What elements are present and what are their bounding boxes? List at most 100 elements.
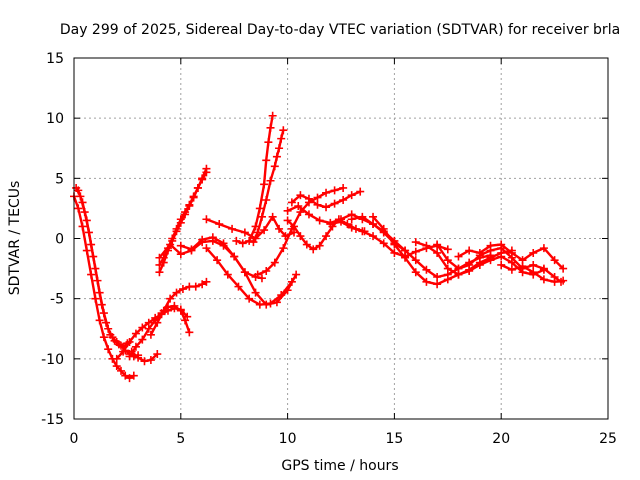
data-point [191,282,200,291]
x-tick-label: 20 [492,431,510,447]
data-point [277,134,286,143]
data-point [322,203,331,212]
data-point [260,226,269,235]
data-point [539,244,548,253]
data-point [213,256,222,265]
data-point [296,191,305,200]
data-point [168,234,177,243]
y-tick-label: 0 [55,232,64,248]
data-point [181,316,190,325]
data-point [411,247,420,256]
data-point [249,238,258,247]
series-line [205,215,296,240]
data-point [529,248,538,257]
data-point [131,342,140,351]
data-point [78,222,87,231]
data-point [315,216,324,225]
series-track-f [146,277,211,339]
data-point [486,241,495,250]
data-point [125,352,134,361]
data-point [454,252,463,261]
data-point [166,294,175,303]
series-track-k [176,233,301,309]
data-point [245,236,254,245]
chart-title: Day 299 of 2025, Sidereal Day-to-day VTE… [60,22,620,38]
data-point [121,371,130,380]
data-point [202,244,211,253]
data-point [268,212,277,221]
data-point [347,223,356,232]
data-point [260,180,269,189]
data-point [283,216,292,225]
data-point [304,194,313,203]
data-point [268,111,277,120]
data-point [170,301,179,310]
data-point [198,280,207,289]
data-point [127,347,136,356]
data-point [240,228,249,237]
series-line [149,280,208,336]
data-point [266,299,275,308]
tick-layer [73,57,609,420]
data-point [91,264,100,273]
series-track-z [497,260,568,286]
data-point [339,195,348,204]
x-tick-label: 10 [279,431,297,447]
data-point [99,333,108,342]
series-line [252,129,285,244]
series-track-q [287,187,365,212]
data-point [401,253,410,262]
data-point [411,268,420,277]
data-point [255,300,264,309]
data-point [266,176,275,185]
x-tick-label: 0 [70,431,79,447]
data-point [208,233,217,242]
data-point [172,224,181,233]
data-point [275,144,284,153]
data-point [262,156,271,165]
data-point [257,212,266,221]
data-point [315,241,324,250]
data-point [550,256,559,265]
tick-label-layer: 0 5 10 15 20 25 -15 -10 -5 0 5 10 15 [41,51,617,447]
data-point [178,285,187,294]
data-point [304,210,313,219]
data-point [129,371,138,380]
series-track-o [249,126,288,247]
data-point [279,126,288,135]
data-point [262,195,271,204]
data-point [497,260,506,269]
data-point [232,236,241,245]
data-point [266,123,275,132]
data-point [185,200,194,209]
data-point [146,330,155,339]
data-point [390,240,399,249]
data-point [272,152,281,161]
x-axis-label: GPS time / hours [281,458,398,474]
data-point [146,356,155,365]
data-point [228,224,237,233]
data-point [465,260,474,269]
series-track-e [125,301,194,361]
data-point [119,347,128,356]
data-point [125,337,134,346]
data-point [433,240,442,249]
y-tick-label: 15 [46,51,64,67]
data-point [296,232,305,241]
data-point [262,266,271,275]
y-tick-label: -10 [41,352,64,368]
data-point [155,268,164,277]
data-point [443,275,452,284]
data-point [202,277,211,286]
data-point [279,244,288,253]
data-point [465,246,474,255]
data-point [91,294,100,303]
data-point [507,265,516,274]
data-point [116,341,125,350]
data-point [230,252,239,261]
data-point [155,253,164,262]
data-point [176,241,185,250]
data-point [198,235,207,244]
data-point [82,216,91,225]
